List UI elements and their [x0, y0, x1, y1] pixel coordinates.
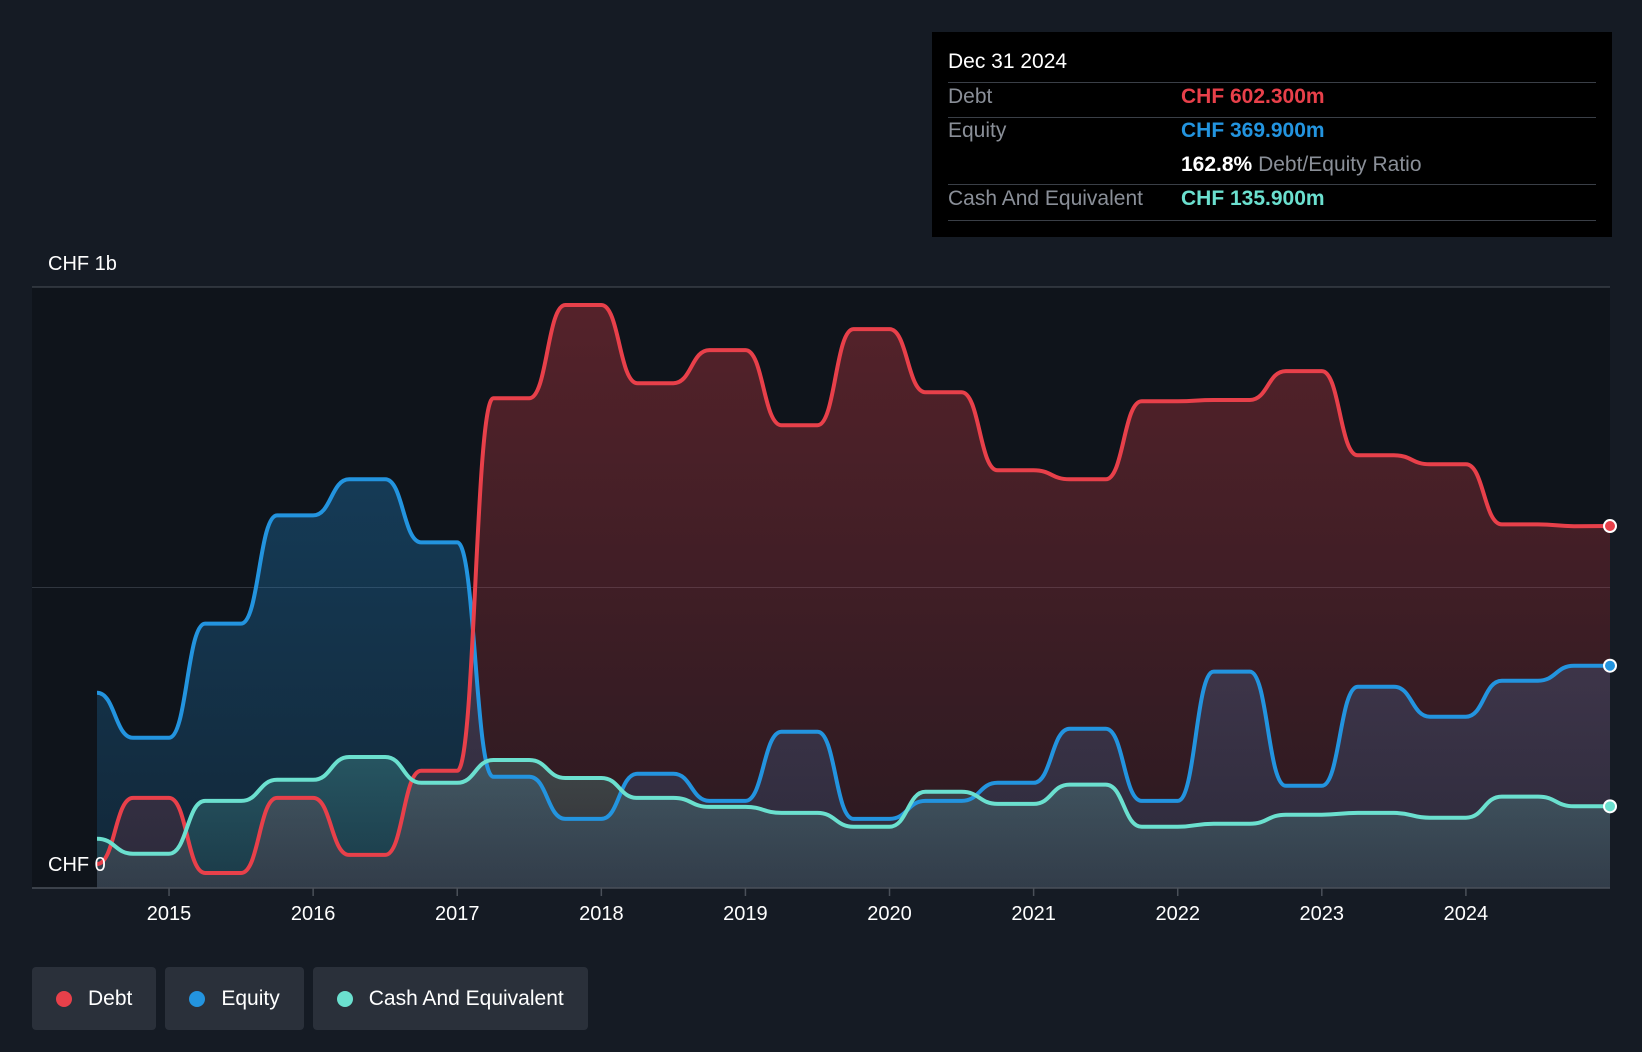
x-tick-label: 2017	[435, 903, 480, 925]
legend-debt-label: Debt	[88, 986, 133, 1010]
tooltip-debt-value: CHF 602.300m	[1181, 85, 1325, 108]
tooltip-ratio-value: 162.8%	[1181, 153, 1253, 176]
equity-series-line	[96, 477, 1610, 821]
x-tick-label: 2019	[723, 903, 768, 925]
cash-area	[97, 757, 1610, 888]
x-tick-label: 2015	[147, 903, 192, 925]
equity-endpoint-marker	[1603, 658, 1617, 673]
cash-endpoint-marker	[1603, 799, 1617, 814]
tooltip-date: Dec 31 2024	[948, 50, 1068, 73]
tooltip-debt-label: Debt	[948, 85, 993, 108]
cash-dot-icon	[336, 990, 353, 1007]
tooltip-debt-row: Debt CHF 602.300m	[948, 83, 1596, 117]
equity-dot-icon	[189, 990, 206, 1007]
tooltip-ratio-row: 162.8% Debt/Equity Ratio	[948, 151, 1596, 185]
debt-series-line	[96, 303, 1611, 875]
legend-cash-label: Cash And Equivalent	[368, 986, 564, 1010]
y-axis-min-label: CHF 0	[48, 854, 106, 876]
legend-cash-button[interactable]: Cash And Equivalent	[312, 967, 588, 1030]
cash-series-line	[96, 755, 1610, 856]
tooltip-ratio-label: Debt/Equity Ratio	[1258, 153, 1422, 176]
tooltip-ratio: 162.8% Debt/Equity Ratio	[1181, 153, 1422, 177]
legend-debt-button[interactable]: Debt	[32, 967, 157, 1030]
tooltip-cash-value: CHF 135.900m	[1181, 187, 1325, 210]
y-axis-max-label: CHF 1b	[48, 253, 117, 275]
tooltip-equity-value: CHF 369.900m	[1181, 119, 1325, 142]
debt-endpoint-marker	[1603, 519, 1617, 534]
tooltip-cash-row: Cash And Equivalent CHF 135.900m	[948, 185, 1596, 219]
x-tick-label: 2023	[1300, 903, 1345, 925]
divider	[948, 82, 1596, 83]
debt-dot-icon	[56, 990, 72, 1007]
x-tick-label: 2016	[291, 903, 336, 925]
debt-area	[97, 305, 1610, 888]
divider	[948, 117, 1596, 118]
tooltip-panel: Dec 31 2024 Debt CHF 602.300m Equity CHF…	[932, 32, 1612, 237]
tooltip-equity-label: Equity	[948, 119, 1007, 142]
divider	[948, 184, 1596, 185]
x-tick-label: 2018	[579, 903, 624, 925]
tooltip-cash-label: Cash And Equivalent	[948, 187, 1143, 210]
x-tick-label: 2022	[1155, 903, 1200, 925]
legend-equity-label: Equity	[221, 986, 280, 1010]
tooltip-equity-row: Equity CHF 369.900m	[948, 117, 1596, 151]
divider	[948, 220, 1596, 221]
legend-equity-button[interactable]: Equity	[165, 967, 304, 1030]
x-tick-label: 2020	[867, 903, 912, 925]
x-tick-label: 2024	[1444, 903, 1489, 925]
x-tick-label: 2021	[1011, 903, 1056, 925]
legend: Debt Equity Cash And Equivalent	[32, 967, 588, 1030]
